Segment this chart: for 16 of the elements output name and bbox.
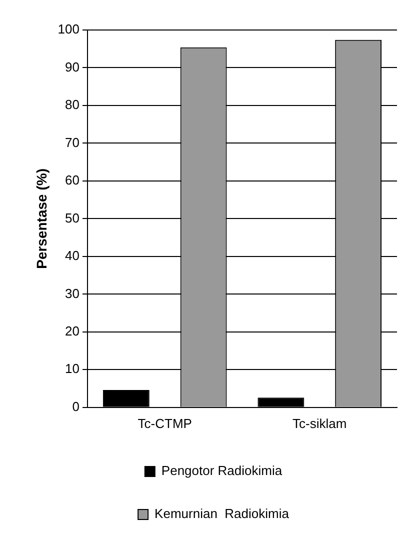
y-tick-label: 50	[65, 210, 80, 226]
y-tick-label: 90	[65, 59, 80, 74]
y-tick-label: 40	[65, 248, 80, 264]
y-tick-label: 70	[65, 134, 80, 150]
y-tick-label: 20	[65, 324, 80, 338]
y-axis-title: Persentase (%)	[33, 168, 50, 269]
legend-label: Kemurnian Radiokimia	[154, 506, 290, 522]
y-tick-label: 30	[65, 286, 80, 301]
legend-label: Pengotor Radiokimia	[161, 463, 283, 478]
x-tick-label: Tc-CTMP	[138, 416, 192, 431]
y-tick-label: 60	[65, 172, 80, 188]
y-tick-label: 10	[65, 361, 80, 376]
y-tick-label: 0	[72, 398, 80, 414]
y-tick-label: 100	[58, 22, 80, 37]
x-tick-label: Tc-siklam	[292, 416, 347, 431]
y-tick-label: 80	[65, 97, 80, 112]
